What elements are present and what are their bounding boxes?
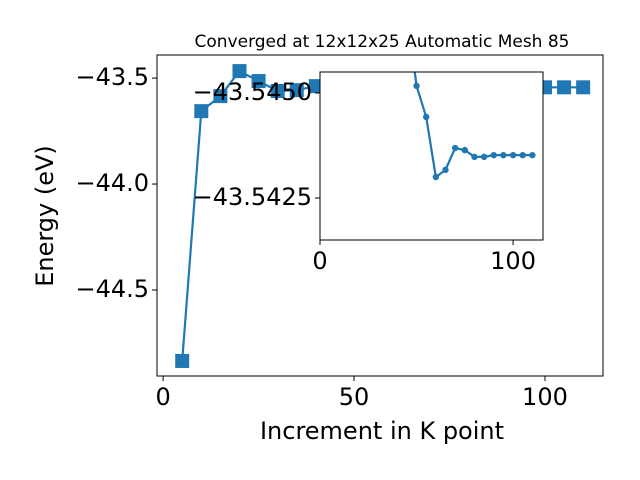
data-point <box>519 151 526 159</box>
data-point <box>432 173 440 181</box>
data-point <box>461 146 469 154</box>
data-point <box>194 104 209 119</box>
x-tick-label: 100 <box>490 247 536 275</box>
data-point <box>404 6 410 12</box>
y-tick-label: −43.5 <box>75 63 149 91</box>
plot-group <box>404 6 536 181</box>
x-tick-label: 50 <box>339 383 370 411</box>
x-tick-label: 100 <box>522 383 568 411</box>
y-tick-label: −44.0 <box>75 169 149 197</box>
data-point <box>270 84 285 99</box>
data-point <box>251 74 266 89</box>
data-point <box>213 89 228 104</box>
y-tick-label: −43.5425 <box>193 183 312 211</box>
data-point <box>480 153 488 161</box>
data-point <box>529 151 536 159</box>
data-point <box>509 151 517 159</box>
chart-title: Converged at 12x12x25 Automatic Mesh 85 <box>195 32 570 52</box>
y-axis-label: Energy (eV) <box>31 145 59 287</box>
data-point <box>471 153 478 161</box>
data-point <box>557 80 572 95</box>
data-point <box>500 151 507 159</box>
data-point <box>442 166 449 174</box>
data-point <box>413 82 420 90</box>
data-point <box>490 151 497 159</box>
axes-frame <box>319 71 544 241</box>
data-point <box>175 353 190 368</box>
data-point <box>422 113 430 121</box>
data-point <box>232 64 247 79</box>
data-point <box>308 79 323 94</box>
data-point <box>289 83 304 98</box>
y-tick-label: −44.5 <box>75 275 149 303</box>
x-tick-label: 0 <box>155 383 170 411</box>
data-point <box>576 80 591 95</box>
data-point <box>451 144 459 152</box>
x-axis-label: Increment in K point <box>260 417 504 445</box>
y-tick-label: −43.5450 <box>193 78 312 106</box>
axes-frame <box>156 54 604 377</box>
x-tick-label: 0 <box>312 247 327 275</box>
